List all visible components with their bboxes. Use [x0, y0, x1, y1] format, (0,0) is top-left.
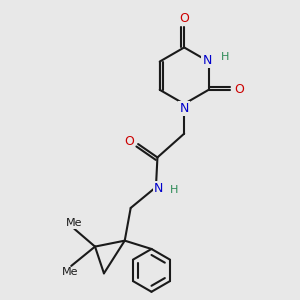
Text: H: H: [169, 185, 178, 195]
Text: N: N: [154, 182, 163, 195]
Text: Me: Me: [61, 268, 78, 278]
Text: O: O: [179, 12, 189, 25]
Text: N: N: [179, 102, 189, 115]
Text: O: O: [124, 135, 134, 148]
Text: H: H: [221, 52, 229, 62]
Text: Me: Me: [66, 218, 82, 228]
Text: O: O: [234, 83, 244, 96]
Text: N: N: [202, 54, 212, 67]
